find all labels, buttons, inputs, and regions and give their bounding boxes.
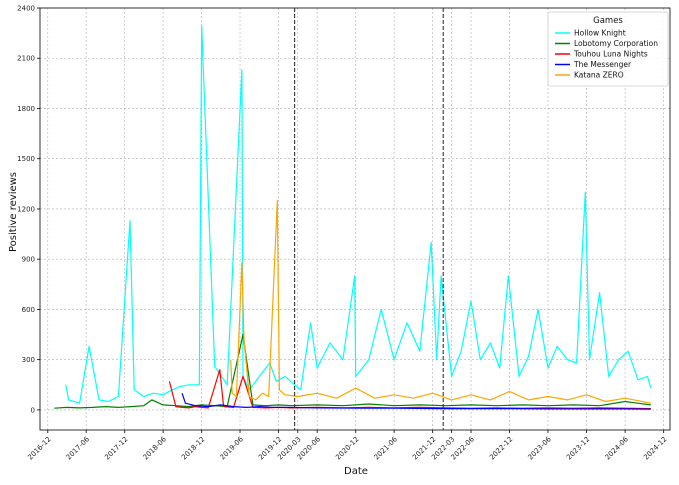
x-tick-label: 2023-06 — [527, 435, 554, 462]
x-tick-label: 2023-12 — [565, 435, 591, 461]
series-line-katana-zero — [230, 200, 651, 404]
x-tick-label: 2024-12 — [642, 435, 668, 461]
x-axis-label: Date — [344, 466, 368, 477]
y-axis-label: Positive reviews — [8, 172, 19, 252]
x-tick-label: 2019-06 — [219, 435, 246, 462]
legend-box — [547, 11, 669, 87]
y-tick-label: 1500 — [17, 155, 35, 163]
x-tick-label: 2016-12 — [26, 435, 52, 461]
series-line-lobotomy-corporation — [54, 333, 651, 409]
y-tick-label: 2400 — [17, 5, 35, 13]
x-tick-label: 2021-06 — [373, 435, 400, 462]
y-tick-label: 1200 — [17, 205, 35, 213]
legend-entry-label: Lobotomy Corporation — [574, 39, 658, 48]
y-tick-label: 0 — [31, 406, 35, 414]
legend-title: Games — [593, 16, 623, 26]
x-axis: 2016-12 2017-06 2017-12 2018-06 2018-12 2019-… — [26, 430, 669, 462]
series-line-hollow-knight — [65, 25, 652, 404]
x-tick-label: 2017-12 — [103, 435, 129, 461]
y-axis: 0 300 600 900 1200 1500 1800 2100 2400 — [17, 5, 40, 414]
series-line-the-messenger — [181, 393, 651, 410]
vertical-reference-lines — [294, 8, 444, 430]
plot-frame — [39, 7, 671, 431]
series-line-touhou-luna-nights — [168, 369, 651, 410]
x-tick-label: 2020-12 — [334, 435, 360, 461]
legend-entry-label: Hollow Knight — [574, 29, 626, 38]
series-lines — [54, 25, 652, 410]
y-tick-label: 2100 — [17, 55, 35, 63]
y-tick-label: 1800 — [17, 105, 35, 113]
y-tick-label: 300 — [22, 356, 35, 364]
x-tick-label: 2018-12 — [180, 435, 206, 461]
legend-entry-label: Touhou Luna Nights — [573, 50, 648, 59]
legend-entry-label: The Messenger — [573, 60, 632, 69]
y-tick-label: 900 — [22, 256, 35, 264]
x-tick-label: 2024-06 — [604, 435, 631, 462]
x-tick-label: 2017-06 — [65, 435, 92, 462]
x-tick-label: 2018-06 — [142, 435, 169, 462]
y-tick-label: 600 — [22, 306, 35, 314]
plot-border — [39, 7, 671, 431]
legend-entry-label: Katana ZERO — [574, 71, 624, 80]
x-tick-label: 2022-12 — [488, 435, 514, 461]
